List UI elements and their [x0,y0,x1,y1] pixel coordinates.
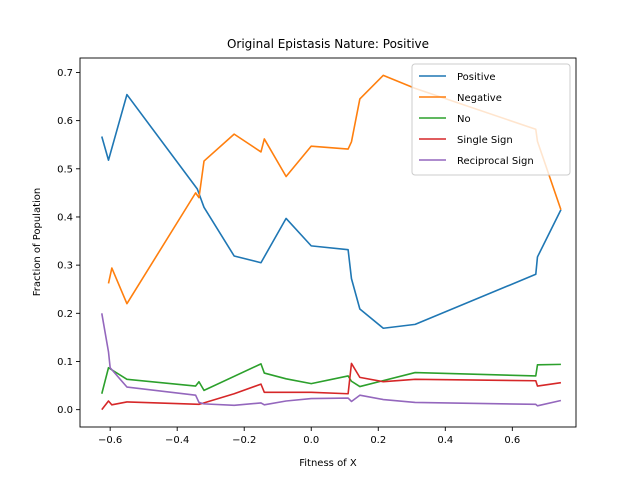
legend: Positive Negative No Single Sign Reciprocal … [411,63,571,176]
legend-entry-label: Positive [457,72,496,83]
x-tick-label: 0.6 [504,435,520,446]
y-axis-label: Fraction of Population [32,188,43,296]
x-tick-label: −0.6 [98,435,122,446]
x-tick-label: −0.2 [232,435,256,446]
x-axis-label: Fitness of X [299,458,357,469]
legend-entry-label: Single Sign [457,135,513,146]
x-tick-label: 0.2 [370,435,386,446]
plot-frame [79,57,577,428]
series-line-no [101,363,561,394]
legend-entry-label: Negative [457,93,502,104]
legend-entry-label: Reciprocal Sign [457,156,534,167]
plot-lines [100,74,562,411]
series-line-reciprocal-sign [100,313,562,407]
x-tick-label: 0.0 [303,435,319,446]
series-line-single-sign [101,362,562,411]
y-tick-label: 0.0 [57,405,73,416]
y-tick-label: 0.2 [57,309,73,320]
y-tick-label: 0.4 [57,212,73,223]
y-axis: 0.0 0.1 0.2 0.3 0.4 0.5 0.6 0.7 [57,68,80,416]
y-tick-label: 0.6 [57,116,73,127]
x-tick-label: −0.4 [165,435,189,446]
chart-title: Original Epistasis Nature: Positive [227,37,429,51]
y-tick-label: 0.5 [57,164,73,175]
legend-entry-label: No [457,114,471,125]
y-tick-label: 0.3 [57,261,73,272]
x-tick-label: 0.4 [437,435,453,446]
y-tick-label: 0.7 [57,68,73,79]
legend-box [411,63,571,176]
series-line-positive [101,93,562,330]
y-tick-label: 0.1 [57,357,73,368]
x-axis: −0.6 −0.4 −0.2 0.0 0.2 0.4 0.6 [98,427,520,446]
